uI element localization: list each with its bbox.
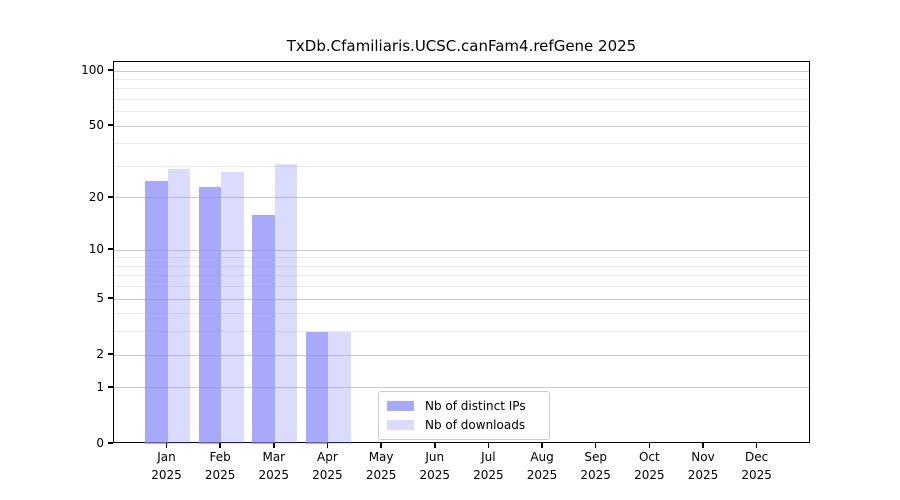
gridline-minor-30 <box>114 165 809 167</box>
gridline-minor-60 <box>114 111 809 113</box>
gridline-major-1 <box>114 387 809 389</box>
x-tick-label-apr: Apr 2025 <box>312 450 343 482</box>
bar-distinct-ips-jan <box>145 180 168 444</box>
x-tick-label-feb: Feb 2025 <box>204 450 236 482</box>
x-tick-label-aug: Aug 2025 <box>526 450 558 482</box>
x-tick-label-sep: Sep 2025 <box>580 450 611 482</box>
bar-downloads-mar <box>274 163 298 444</box>
bar-downloads-apr <box>328 331 351 444</box>
x-tick-mark-oct <box>648 443 651 448</box>
legend-item-downloads: Nb of downloads <box>387 416 541 434</box>
bar-distinct-ips-mar <box>252 215 275 444</box>
gridline-major-10 <box>114 249 809 251</box>
x-tick-mark-apr <box>326 443 329 448</box>
y-tick-label-50: 50 <box>88 118 104 133</box>
gridline-minor-4 <box>114 313 809 315</box>
x-tick-label-mar: Mar 2025 <box>258 450 290 482</box>
bar-distinct-ips-apr <box>305 331 329 444</box>
legend-item-distinct-ips: Nb of distinct IPs <box>387 397 541 415</box>
x-tick-label-jun: Jun 2025 <box>419 450 451 482</box>
y-tick-mark-2 <box>108 353 113 355</box>
x-tick-label-nov: Nov 2025 <box>687 450 719 482</box>
y-tick-label-1: 1 <box>96 379 104 394</box>
gridline-major-20 <box>114 197 809 199</box>
x-tick-mark-dec <box>755 443 758 448</box>
x-tick-label-oct: Oct 2025 <box>634 450 665 482</box>
gridline-major-50 <box>114 125 809 127</box>
gridline-minor-9 <box>114 257 809 259</box>
chart-title: TxDb.Cfamiliaris.UCSC.canFam4.refGene 20… <box>286 37 637 55</box>
x-tick-label-dec: Dec 2025 <box>741 450 772 482</box>
y-tick-label-5: 5 <box>96 291 104 306</box>
gridline-minor-90 <box>114 78 809 80</box>
y-tick-label-20: 20 <box>88 189 104 204</box>
gridline-minor-6 <box>114 286 809 288</box>
gridline-minor-40 <box>114 143 809 145</box>
bar-downloads-jan <box>167 169 190 444</box>
legend-label-distinct-ips: Nb of distinct IPs <box>425 398 526 413</box>
legend: Nb of distinct IPs Nb of downloads <box>378 391 550 440</box>
x-tick-mark-feb <box>219 443 221 448</box>
gridline-minor-3 <box>114 331 809 333</box>
y-tick-label-0: 0 <box>96 436 104 450</box>
x-tick-label-jan: Jan 2025 <box>151 450 182 482</box>
x-tick-label-jul: Jul 2025 <box>473 450 504 482</box>
legend-label-downloads: Nb of downloads <box>425 418 526 433</box>
gridline-major-5 <box>114 298 809 300</box>
legend-swatch-downloads-icon <box>387 420 414 431</box>
x-tick-label-may: May 2025 <box>365 450 397 482</box>
y-tick-mark-20 <box>108 196 113 198</box>
gridline-minor-80 <box>114 88 809 90</box>
plot-area <box>113 61 810 444</box>
gridline-major-2 <box>114 354 809 356</box>
gridline-minor-70 <box>114 98 809 100</box>
bar-distinct-ips-feb <box>198 187 222 444</box>
y-tick-label-2: 2 <box>96 347 104 362</box>
x-tick-mark-mar <box>273 443 275 448</box>
y-tick-mark-0 <box>108 442 113 444</box>
x-tick-mark-nov <box>702 443 704 448</box>
x-tick-mark-may <box>380 443 382 448</box>
bar-downloads-feb <box>221 171 244 444</box>
gridline-minor-8 <box>114 265 809 267</box>
x-tick-mark-jul <box>487 443 490 448</box>
x-tick-mark-aug <box>541 443 543 448</box>
y-tick-label-100: 100 <box>81 63 104 77</box>
gridline-major-100 <box>114 70 809 72</box>
x-tick-mark-jun <box>434 443 436 448</box>
y-tick-mark-5 <box>108 297 113 299</box>
x-tick-mark-jan <box>165 443 168 448</box>
legend-swatch-distinct-ips-icon <box>387 400 414 411</box>
y-tick-mark-50 <box>108 124 113 126</box>
gridline-minor-7 <box>114 275 809 277</box>
y-tick-mark-100 <box>108 69 113 71</box>
y-tick-label-10: 10 <box>88 242 104 257</box>
x-tick-mark-sep <box>594 443 597 448</box>
y-tick-mark-1 <box>108 386 113 388</box>
y-tick-mark-10 <box>108 248 113 250</box>
